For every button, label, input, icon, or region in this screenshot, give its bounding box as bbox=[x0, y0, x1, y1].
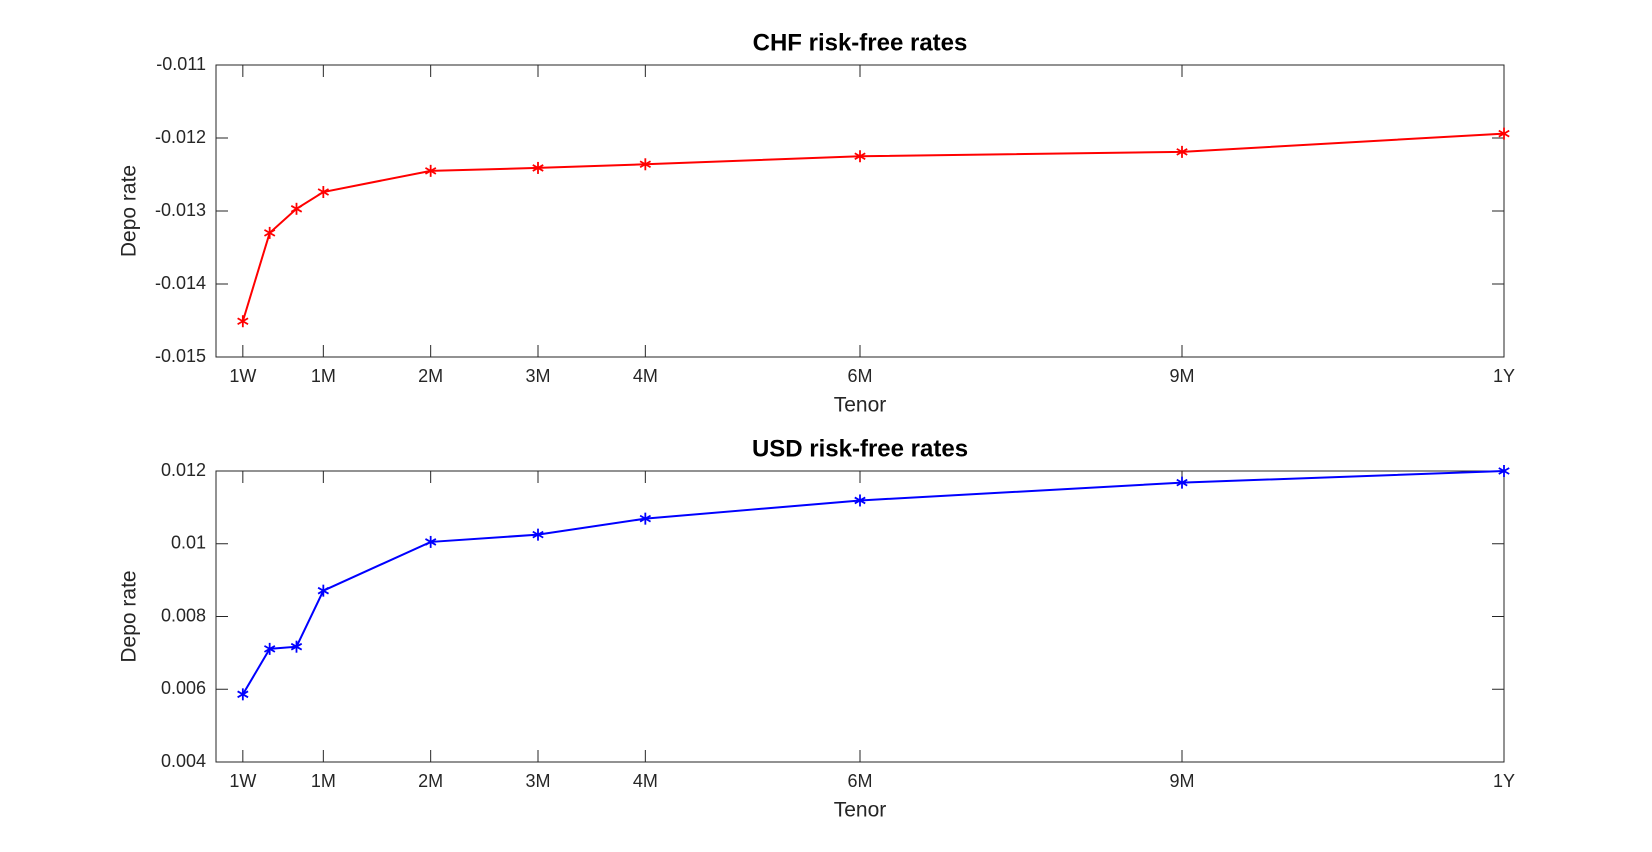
marker bbox=[317, 186, 330, 199]
y-tick-label: -0.012 bbox=[155, 127, 206, 147]
marker-stroke bbox=[237, 317, 249, 326]
marker bbox=[424, 535, 437, 548]
marker bbox=[237, 315, 249, 328]
axes-box bbox=[215, 64, 1505, 358]
marker bbox=[237, 688, 249, 701]
marker bbox=[263, 226, 276, 239]
x-tick-label: 4M bbox=[633, 366, 658, 386]
marker bbox=[424, 164, 437, 177]
marker bbox=[290, 640, 303, 653]
y-tick-label: 0.006 bbox=[161, 678, 206, 698]
y-tick-label: 0.004 bbox=[161, 751, 206, 771]
marker bbox=[1498, 465, 1510, 477]
marker-stroke bbox=[854, 496, 866, 505]
x-tick-label: 3M bbox=[525, 771, 550, 791]
marker-stroke bbox=[639, 160, 652, 169]
marker bbox=[639, 158, 652, 171]
marker-stroke bbox=[532, 164, 544, 172]
x-axis-label: Tenor bbox=[834, 394, 887, 417]
y-axis-label: Depo rate bbox=[118, 165, 141, 257]
marker bbox=[290, 202, 303, 215]
marker bbox=[317, 584, 330, 597]
axes-box bbox=[215, 470, 1505, 763]
y-tick-label: 0.01 bbox=[171, 533, 206, 553]
marker-stroke bbox=[532, 530, 544, 539]
marker bbox=[1176, 145, 1188, 158]
marker-stroke bbox=[424, 167, 437, 175]
series-line bbox=[241, 132, 1505, 322]
x-tick-label: 1Y bbox=[1493, 366, 1515, 386]
chart-title: CHF risk-free rates bbox=[753, 29, 968, 56]
marker bbox=[854, 150, 866, 163]
y-tick-label: 0.012 bbox=[161, 460, 206, 480]
marker bbox=[1176, 476, 1188, 489]
x-tick-label: 1W bbox=[229, 771, 256, 791]
marker-stroke bbox=[1176, 478, 1188, 487]
marker-stroke bbox=[317, 188, 330, 196]
y-axis-label: Depo rate bbox=[118, 570, 141, 662]
y-tick-label: -0.014 bbox=[155, 273, 206, 293]
series-line bbox=[241, 470, 1505, 695]
marker-stroke bbox=[290, 205, 303, 213]
x-tick-label: 4M bbox=[633, 771, 658, 791]
marker-stroke bbox=[263, 645, 276, 653]
x-tick-label: 2M bbox=[418, 366, 443, 386]
x-tick-label: 1M bbox=[311, 771, 336, 791]
y-tick-label: -0.013 bbox=[155, 200, 206, 220]
x-tick-label: 6M bbox=[847, 771, 872, 791]
y-tick-label: -0.011 bbox=[156, 54, 206, 74]
y-tick-label: 0.008 bbox=[161, 605, 206, 625]
marker-stroke bbox=[237, 690, 249, 699]
marker-stroke bbox=[639, 514, 652, 523]
marker bbox=[639, 512, 652, 525]
marker-stroke bbox=[854, 152, 866, 161]
marker bbox=[263, 642, 276, 655]
marker bbox=[854, 494, 866, 507]
x-tick-label: 6M bbox=[847, 366, 872, 386]
marker-stroke bbox=[1176, 148, 1188, 156]
marker-stroke bbox=[1498, 467, 1510, 475]
marker-stroke bbox=[317, 586, 330, 595]
y-tick-label: -0.015 bbox=[155, 346, 206, 366]
x-tick-label: 2M bbox=[418, 771, 443, 791]
marker-stroke bbox=[424, 538, 437, 546]
marker-stroke bbox=[1498, 129, 1510, 138]
marker-stroke bbox=[263, 229, 276, 237]
x-tick-label: 3M bbox=[525, 366, 550, 386]
x-axis-label: Tenor bbox=[834, 799, 887, 822]
x-tick-label: 9M bbox=[1169, 366, 1194, 386]
marker-stroke bbox=[290, 642, 303, 651]
x-tick-label: 1Y bbox=[1493, 771, 1515, 791]
x-tick-label: 1M bbox=[311, 366, 336, 386]
x-tick-label: 9M bbox=[1169, 771, 1194, 791]
marker bbox=[532, 528, 544, 541]
chart-title: USD risk-free rates bbox=[752, 435, 968, 462]
x-tick-label: 1W bbox=[229, 366, 256, 386]
marker bbox=[532, 161, 544, 174]
marker bbox=[1498, 127, 1510, 140]
